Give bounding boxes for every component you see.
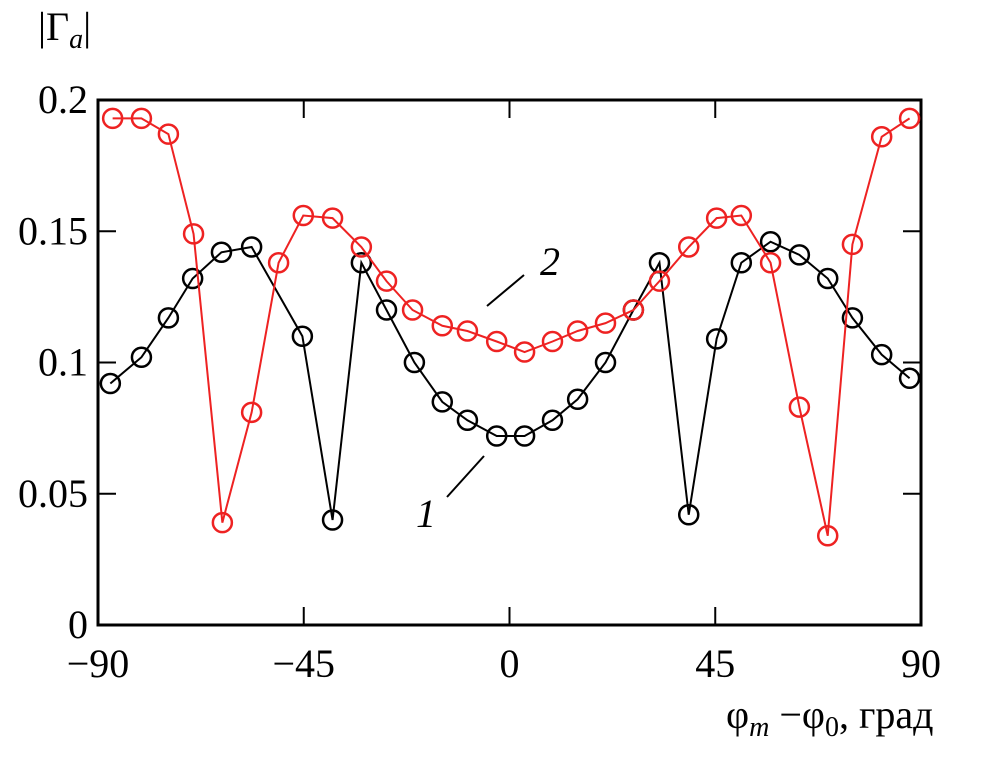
series-2-point [566,320,589,342]
series-1-point [99,372,122,395]
x-tick-label: −45 [272,641,335,686]
x-tick-label: 0 [500,641,520,686]
series-2-point [101,107,124,130]
series-2-point [321,207,344,229]
series-2-point [841,233,864,256]
series-1-point [403,351,426,374]
series-2-point [401,299,424,321]
plot-frame [96,98,923,627]
series-2-point [267,252,290,274]
series-1 [99,231,921,531]
annotation-1-leader [446,455,485,498]
series-2-point [350,236,373,258]
series-1-point [898,367,921,389]
series-1-point [541,409,564,431]
annotation-2: 2 [540,239,560,284]
axes: −90 −45 0 45 90 0 0.05 0.1 0.15 0.2 [18,77,941,686]
series-2-line [112,117,911,536]
series-2-point [485,330,508,353]
x-axis-label: φm −φ0, град [726,692,934,743]
series-1-point [157,307,180,329]
x-tick-label: −90 [67,641,130,686]
series-1-point [240,236,263,258]
y-tick-label: 0.2 [38,77,88,122]
series-1-point [566,388,589,410]
annotation-2-leader [486,274,525,307]
series-1-point [375,299,398,321]
series-2-point [898,107,921,130]
series-1-point [841,307,864,329]
series-1-point [456,409,479,431]
series-2-point [759,252,782,274]
series-1-point [705,328,728,350]
series-2-point [816,525,839,547]
annotation-1: 1 [416,491,436,536]
series-2-point [456,320,479,342]
series-1-point [321,509,344,531]
series-2-point [870,126,893,148]
series-2 [101,107,921,547]
series-1-point [181,267,204,290]
series-2-point [541,330,564,353]
y-tick-label: 0.1 [38,340,88,385]
series-2-point [211,511,234,534]
series-1-point [130,346,153,368]
y-axis-label: |Γa| [38,4,91,55]
series-2-point [622,299,645,321]
series-1-point [291,325,314,347]
series-2-point [788,396,811,418]
series-1-line [109,240,911,521]
y-tick-label: 0 [68,602,88,647]
series-2-point [182,223,205,245]
series-2-point [594,312,617,334]
series-2-point [157,123,180,145]
series-2-point [730,204,753,227]
series-1-point [485,425,508,447]
series-layer [99,107,921,547]
series-1-point [677,504,700,526]
series-2-point [240,401,263,424]
series-1-point [513,425,536,447]
labels: |Γa| φm −φ0, град 1 2 [38,4,934,743]
series-1-point [816,267,839,290]
series-1-point [788,244,811,266]
x-tick-label: 90 [901,641,941,686]
series-1-point [759,231,782,253]
series-1-point [210,241,233,263]
series-2-point [677,236,700,258]
series-2-point [648,270,671,292]
series-2-point [375,270,398,292]
y-tick-label: 0.05 [18,471,88,516]
series-1-point [350,252,373,274]
series-1-point [594,351,617,374]
x-tick-label: 45 [695,641,735,686]
series-2-point [292,204,315,227]
series-2-point [431,315,454,337]
series-2-point [130,107,153,130]
series-1-point [431,391,454,413]
series-1-point [730,252,753,274]
y-tick-label: 0.15 [18,208,88,253]
series-1-point [870,343,893,366]
series-2-point [513,341,536,363]
series-2-point [705,207,728,229]
